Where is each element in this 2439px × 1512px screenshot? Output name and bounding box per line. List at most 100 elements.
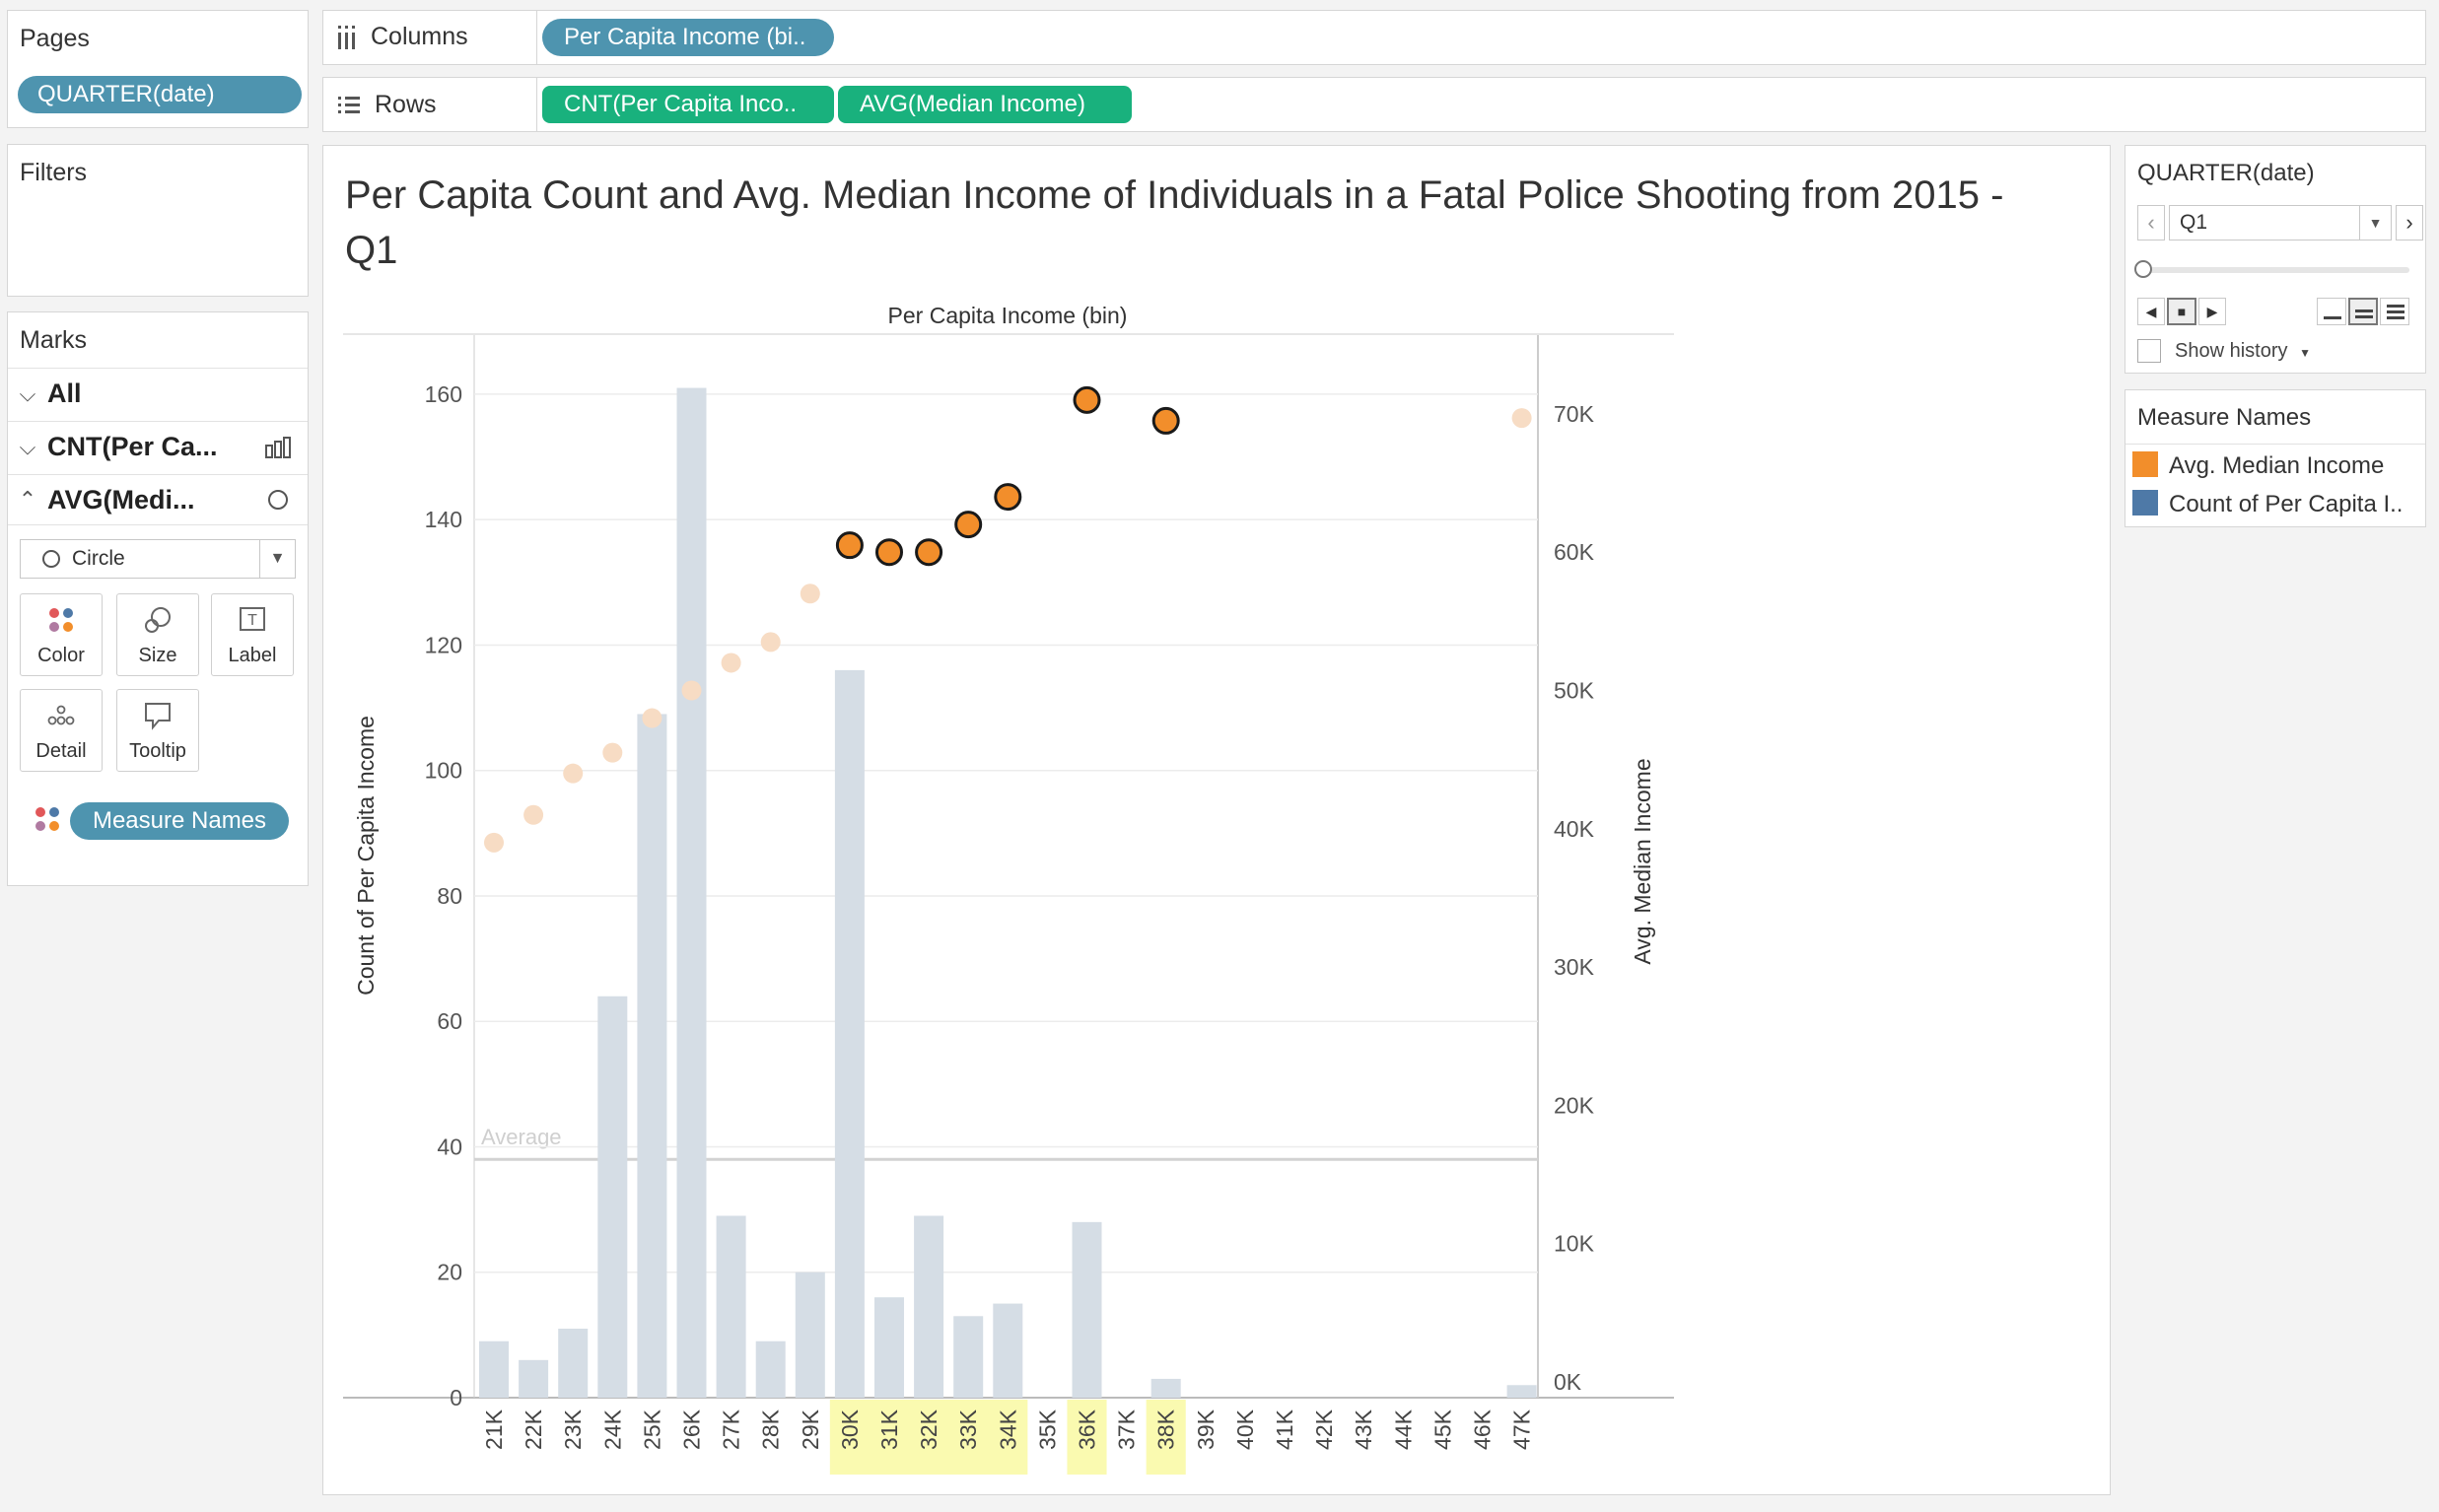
marks-row-avg[interactable]: ⌃ AVG(Medi... [8, 474, 308, 525]
bar [1506, 1385, 1537, 1398]
marks-row-label: AVG(Medi... [47, 484, 195, 515]
chart-marks [479, 385, 1537, 1398]
y2-tick-label: 50K [1554, 678, 1595, 704]
filters-title: Filters [20, 159, 88, 186]
speed-medium-button[interactable] [2348, 298, 2378, 325]
x-tick-label: 45K [1429, 1409, 1455, 1450]
size-icon [145, 607, 171, 633]
marks-pane: Marks ⌵ All ⌵ CNT(Per Ca... ⌃ AVG(Medi..… [7, 311, 309, 886]
play-forward-button[interactable]: ▶ [2198, 298, 2226, 325]
page-slider-thumb[interactable] [2134, 260, 2152, 278]
chevron-down-icon: ⌵ [19, 434, 36, 459]
median-income-point [642, 708, 662, 728]
speed-slow-button[interactable] [2317, 298, 2346, 325]
color-button-label: Color [37, 645, 85, 666]
stop-button[interactable]: ■ [2167, 298, 2196, 325]
x-tick-label: 47K [1509, 1409, 1535, 1450]
x-tick-label: 29K [798, 1409, 823, 1450]
y2-tick-label: 0K [1554, 1369, 1582, 1395]
pages-quarter-pill[interactable]: QUARTER(date) [18, 76, 302, 113]
y2-tick-label: 10K [1554, 1231, 1595, 1257]
show-history-checkbox[interactable] [2137, 339, 2161, 363]
x-tick-label: 37K [1114, 1409, 1140, 1450]
y-axis-title: Count of Per Capita Income [353, 716, 379, 996]
x-tick-label: 43K [1351, 1409, 1376, 1450]
detail-dots-icon [47, 705, 75, 725]
size-button[interactable]: Size [116, 593, 199, 676]
marks-row-all[interactable]: ⌵ All [8, 368, 308, 419]
median-income-point [835, 531, 864, 560]
speed-fast-button[interactable] [2380, 298, 2409, 325]
y-tick-label: 80 [437, 883, 462, 909]
text-label-icon: T [240, 607, 265, 631]
median-income-point [602, 742, 623, 763]
tooltip-button[interactable]: Tooltip [116, 689, 199, 772]
bar [637, 714, 667, 1398]
pages-title: Pages [20, 25, 90, 52]
bar [558, 1329, 589, 1398]
label-button[interactable]: T Label [211, 593, 294, 676]
rows-shelf-label: Rows [337, 91, 437, 119]
circle-icon [268, 490, 288, 510]
legend-label-count[interactable]: Count of Per Capita I.. [2169, 491, 2404, 517]
legend-label-median[interactable]: Avg. Median Income [2169, 452, 2385, 479]
bar [1150, 1378, 1181, 1398]
median-income-point [915, 538, 943, 567]
legend-swatch-median [2132, 451, 2158, 477]
dropdown-arrow-icon: ▼ [2299, 346, 2311, 360]
color-button[interactable]: Color [20, 593, 103, 676]
dropdown-arrow-icon: ▼ [2359, 206, 2391, 240]
median-income-point [875, 538, 903, 567]
show-history-label[interactable]: Show history ▼ [2175, 340, 2311, 363]
play-backward-button[interactable]: ◀ [2137, 298, 2165, 325]
legend-card: Measure Names Avg. Median Income Count o… [2125, 389, 2426, 527]
x-tick-label: 38K [1153, 1409, 1179, 1450]
page-control-title: QUARTER(date) [2137, 160, 2315, 186]
bar [519, 1359, 549, 1398]
x-tick-label: 32K [916, 1409, 941, 1450]
median-income-point [954, 511, 983, 539]
x-axis-title: Per Capita Income (bin) [888, 303, 1128, 328]
columns-icon [338, 25, 355, 49]
tooltip-bubble-icon [145, 703, 171, 730]
rows-pill-cnt[interactable]: CNT(Per Capita Inco.. [542, 86, 834, 123]
median-income-point [1151, 406, 1180, 435]
bar [479, 1340, 509, 1398]
bar [834, 669, 865, 1398]
marks-row-cnt[interactable]: ⌵ CNT(Per Ca... [8, 421, 308, 472]
y2-tick-label: 70K [1554, 401, 1595, 427]
mark-type-dropdown[interactable]: Circle ▼ [20, 539, 296, 579]
dropdown-arrow-icon: ▼ [259, 540, 295, 578]
rows-pill-avg[interactable]: AVG(Median Income) [838, 86, 1132, 123]
bar-chart-icon [265, 436, 291, 458]
x-tick-label: 39K [1193, 1409, 1219, 1450]
detail-button-label: Detail [35, 740, 87, 762]
size-button-label: Size [138, 645, 177, 666]
y2-axis-title: Avg. Median Income [1630, 758, 1655, 964]
median-income-point [760, 632, 781, 653]
x-tick-label: 33K [955, 1409, 981, 1450]
bar [755, 1340, 786, 1398]
page-prev-button[interactable]: ‹ [2137, 205, 2165, 241]
legend-swatch-count [2132, 490, 2158, 515]
median-income-point [1073, 385, 1101, 414]
page-slider[interactable] [2141, 267, 2409, 273]
page-value-dropdown[interactable]: Q1 ▼ [2169, 205, 2392, 241]
x-tick-label: 41K [1272, 1409, 1297, 1450]
y-tick-label: 160 [425, 381, 462, 407]
columns-pill-per-capita-income[interactable]: Per Capita Income (bi.. [542, 19, 834, 56]
x-tick-label: 36K [1075, 1409, 1100, 1450]
median-income-point [721, 653, 741, 673]
page-next-button[interactable]: › [2396, 205, 2423, 241]
y2-tick-label: 30K [1554, 954, 1595, 980]
chart-svg: Per Capita Count and Avg. Median Income … [343, 173, 2003, 1475]
bar [874, 1297, 904, 1398]
x-tick-label: 40K [1232, 1409, 1258, 1450]
bar [597, 996, 628, 1398]
median-income-point [681, 680, 702, 701]
columns-shelf: Columns Per Capita Income (bi.. [322, 10, 2426, 65]
filters-pane[interactable]: Filters [7, 144, 309, 297]
circle-icon [42, 550, 60, 568]
detail-button[interactable]: Detail [20, 689, 103, 772]
measure-names-pill[interactable]: Measure Names [70, 802, 289, 840]
